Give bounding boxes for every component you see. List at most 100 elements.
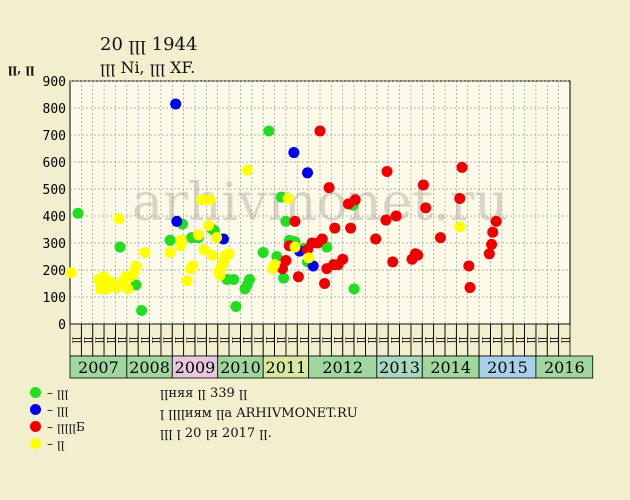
quarter-label: ꞁꞁ [70, 337, 81, 343]
y-tick-label: 100 [43, 291, 66, 306]
data-point [139, 246, 151, 258]
note-average-price: ꞁꞁняя ꞁꞁ 339 ꞁꞁ [160, 386, 248, 401]
data-point [390, 210, 402, 222]
data-point [130, 260, 142, 272]
data-point [278, 272, 290, 284]
quarter-label: ꞁꞁ [138, 337, 149, 343]
y-tick-label: 600 [43, 156, 66, 171]
data-point [486, 238, 498, 250]
data-point [321, 241, 333, 253]
legend-label: – ꞁꞁꞁ [47, 385, 69, 400]
data-point [417, 179, 429, 191]
year-label: 2010 [220, 358, 261, 377]
quarter-label: ꞁꞁ [536, 337, 547, 343]
legend-item: – ꞁꞁꞁ [30, 384, 85, 401]
data-point [214, 269, 226, 281]
quarter-label: ꞁꞁ [547, 337, 558, 343]
quarter-label: ꞁꞁ [479, 337, 490, 343]
data-point [348, 283, 360, 295]
data-point [412, 249, 424, 261]
quarter-label: ꞁꞁ [445, 337, 456, 343]
quarter-label: ꞁꞁ [263, 337, 274, 343]
note-date: ꞁꞁꞁ ꞁ 20 ꞁя 2017 ꞁꞁ. [160, 426, 272, 441]
data-point [420, 202, 432, 214]
data-point [434, 232, 446, 244]
quarter-label: ꞁꞁ [275, 337, 286, 343]
year-label: 2009 [175, 358, 216, 377]
data-point [204, 194, 216, 206]
legend: – ꞁꞁꞁ – ꞁꞁꞁ – ꞁꞁꞁꞁꞁБ – ꞁꞁ [30, 384, 85, 452]
data-point [122, 283, 134, 295]
quarter-label: ꞁꞁ [184, 337, 195, 343]
data-point [269, 259, 281, 271]
data-point [463, 260, 475, 272]
quarter-label: ꞁꞁ [377, 337, 388, 343]
y-axis-unit: ꞁꞁ, ꞁꞁ [8, 62, 35, 76]
data-point [211, 232, 223, 244]
quarter-label: ꞁꞁ [559, 337, 570, 343]
quarter-label: ꞁꞁ [207, 337, 218, 343]
quarter-label: ꞁꞁ [513, 337, 524, 343]
data-point [316, 233, 328, 245]
chart-title: 20 ꞁꞁꞁ 1944 [100, 34, 198, 55]
y-tick-label: 400 [43, 210, 66, 225]
y-tick-label: 800 [43, 102, 66, 117]
quarter-label: ꞁꞁ [457, 337, 468, 343]
data-point [454, 192, 466, 204]
quarter-label: ꞁꞁ [388, 337, 399, 343]
data-point [289, 215, 301, 227]
data-point [349, 194, 361, 206]
year-cell [535, 355, 594, 379]
data-point [114, 241, 126, 253]
data-point [198, 244, 210, 256]
legend-item: – ꞁꞁꞁꞁꞁБ [30, 418, 85, 435]
quarter-label: ꞁꞁ [252, 337, 263, 343]
quarter-label: ꞁꞁ [320, 337, 331, 343]
quarter-label: ꞁꞁ [93, 337, 104, 343]
quarter-label: ꞁꞁ [195, 337, 206, 343]
quarter-label: ꞁꞁ [434, 337, 445, 343]
data-point [456, 161, 468, 173]
data-point [203, 219, 215, 231]
legend-green-dot [30, 387, 41, 398]
data-point [228, 273, 240, 285]
quarter-label: ꞁꞁ [286, 337, 297, 343]
data-point [302, 167, 313, 179]
quarter-label: ꞁꞁ [104, 337, 115, 343]
note-source: ꞁ ꞁꞁꞁꞁиям ꞁꞁа ARHIVMONET.RU [160, 406, 358, 421]
quarter-label: ꞁꞁ [525, 337, 536, 343]
data-point [111, 282, 123, 294]
data-point [164, 234, 176, 246]
quarter-label: ꞁꞁ [366, 337, 377, 343]
data-point [230, 300, 242, 312]
data-point [175, 234, 187, 246]
legend-label: – ꞁꞁꞁ [47, 402, 69, 417]
data-point [241, 164, 253, 176]
year-label: 2015 [487, 358, 528, 377]
quarter-label: ꞁꞁ [422, 337, 433, 343]
quarter-label: ꞁꞁ [127, 337, 138, 343]
data-point [280, 255, 292, 267]
data-point [181, 275, 193, 287]
y-tick-label: 300 [43, 237, 66, 252]
legend-red-dot [30, 421, 41, 432]
quarter-label: ꞁꞁ [354, 337, 365, 343]
data-point [65, 267, 77, 279]
legend-label: – ꞁꞁꞁꞁꞁБ [47, 419, 85, 434]
data-point [170, 98, 182, 110]
legend-blue-dot [30, 404, 41, 415]
data-point [72, 207, 84, 219]
data-point [464, 282, 476, 294]
data-point [187, 260, 199, 272]
data-point [381, 165, 393, 177]
quarter-label: ꞁꞁ [229, 337, 240, 343]
year-label: 2012 [322, 358, 363, 377]
quarter-label: ꞁꞁ [400, 337, 411, 343]
y-tick-label: 200 [43, 264, 66, 279]
data-point [487, 226, 499, 238]
year-label: 2014 [430, 358, 471, 377]
y-tick-label: 0 [58, 318, 66, 333]
legend-item: – ꞁꞁ [30, 435, 85, 452]
data-point [192, 229, 204, 241]
